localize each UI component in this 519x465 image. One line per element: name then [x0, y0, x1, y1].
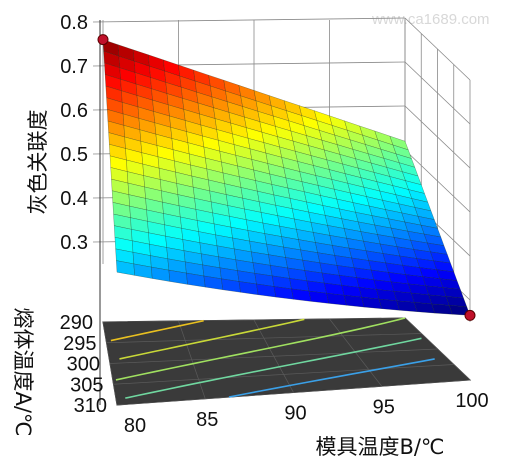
watermark: www.ca1689.com [371, 11, 490, 28]
marked-point [464, 309, 476, 321]
y-tick-label: 300 [67, 354, 100, 376]
floor-gridline [102, 317, 406, 323]
axis-titles: 灰色关联度 熔体温度A/℃ 模具温度B/℃ [11, 110, 445, 460]
marked-points [97, 34, 476, 321]
y-axis-title: 熔体温度A/℃ [11, 307, 35, 436]
z-tick-label: 0.5 [60, 144, 88, 166]
y-tick-label: 295 [63, 333, 96, 355]
x-tick-label: 100 [455, 390, 488, 412]
x-axis-title: 模具温度B/℃ [315, 435, 444, 459]
contour-line [228, 358, 435, 398]
contour-line [115, 317, 406, 381]
z-tick-label: 0.6 [60, 100, 88, 122]
marked-point [97, 34, 109, 46]
surface-cell [378, 298, 400, 311]
floor-gridline [106, 333, 422, 344]
z-tick-label: 0.8 [60, 12, 88, 34]
x-tick-label: 95 [373, 396, 395, 418]
x-tick-label: 90 [284, 403, 306, 425]
y-tick-label: 305 [70, 374, 103, 396]
z-axis-title: 灰色关联度 [26, 110, 50, 215]
z-tick-label: 0.3 [60, 232, 88, 254]
surface-cell [361, 296, 383, 309]
surface-cell [343, 295, 365, 308]
back-wall-gridline [92, 17, 406, 23]
floor-gridline [109, 348, 438, 364]
z-tick-label: 0.4 [60, 188, 88, 210]
z-tick-label: 0.7 [60, 56, 88, 78]
surface-cell [291, 288, 312, 302]
floor-gridline [116, 379, 471, 406]
x-tick-label: 80 [124, 415, 146, 437]
floor-gridline [113, 364, 454, 385]
contour-line [110, 319, 204, 342]
y-tick-label: 310 [74, 395, 107, 417]
watermark-text: www.ca1689.com [371, 11, 490, 28]
contour-floor [102, 317, 472, 406]
contour-line [125, 337, 422, 399]
contour-line [119, 318, 305, 360]
response-surface [102, 39, 471, 316]
x-tick-label: 85 [196, 409, 218, 431]
y-tick-label: 290 [60, 312, 93, 334]
surface-cell [326, 293, 347, 306]
